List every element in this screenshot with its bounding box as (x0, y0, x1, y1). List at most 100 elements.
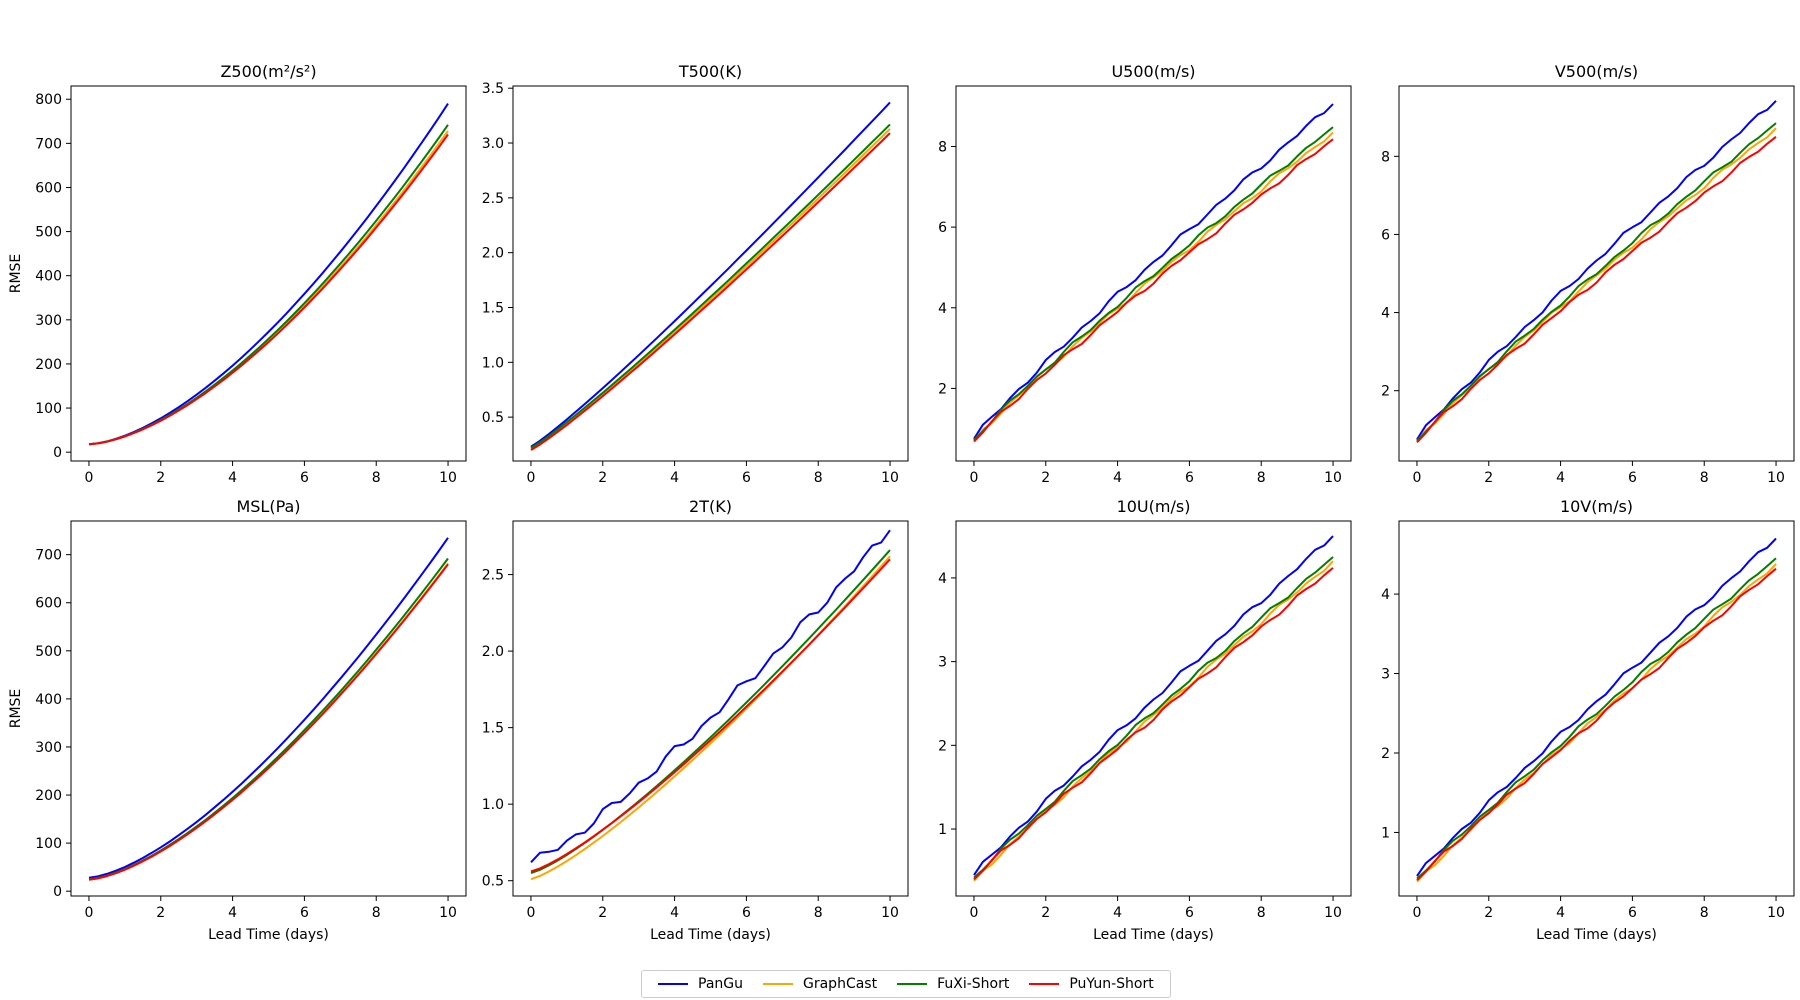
panel-title: V500(m/s) (1555, 62, 1638, 81)
series-line-pangu (530, 101, 891, 448)
x-axis-label: Lead Time (days) (1093, 927, 1214, 943)
x-tick-label: 10 (439, 470, 457, 486)
y-tick-label: 3.5 (482, 81, 504, 97)
panel-title: U500(m/s) (1111, 62, 1195, 81)
panel-msl-pa: MSL(Pa)0 2 4 6 8 100100200300400500600700RMSE… (8, 497, 467, 943)
y-tick-label: 700 (35, 136, 62, 152)
x-tick-label: 8 (1700, 905, 1709, 921)
x-axis-label: Lead Time (days) (1536, 927, 1657, 943)
y-tick-label: 4 (1381, 306, 1390, 322)
x-tick-label: 8 (1257, 905, 1266, 921)
series-line-fuxi-short (530, 549, 891, 874)
x-tick-label: 4 (1113, 470, 1122, 486)
x-tick-label: 6 (1185, 905, 1194, 921)
series-line-fuxi-short (1416, 557, 1777, 880)
series-line-graphcast (530, 128, 891, 450)
series-line-pangu (1416, 100, 1777, 441)
y-tick-label: 6 (1381, 227, 1390, 243)
x-tick-label: 0 (969, 470, 978, 486)
panel-title: MSL(Pa) (236, 497, 300, 516)
series-line-pangu (88, 103, 449, 446)
x-tick-label: 8 (1257, 470, 1266, 486)
plot-area-frame (955, 520, 1352, 897)
x-tick-label: 2 (598, 470, 607, 486)
x-tick-label: 0 (526, 905, 535, 921)
plot-area-frame (1398, 520, 1795, 897)
y-tick-label: 3.0 (482, 136, 504, 152)
x-tick-label: 0 (84, 905, 93, 921)
legend-swatch-pangu (658, 983, 688, 985)
y-tick-label: 0.5 (482, 874, 504, 890)
x-tick-label: 6 (300, 905, 309, 921)
y-tick-label: 600 (35, 180, 62, 196)
x-tick-label: 10 (1324, 905, 1342, 921)
x-tick-label: 10 (881, 470, 899, 486)
series-line-fuxi-short (973, 126, 1334, 441)
y-tick-label: 8 (1381, 149, 1390, 165)
x-tick-label: 6 (1628, 905, 1637, 921)
x-tick-label: 10 (1324, 470, 1342, 486)
panel-title: 10U(m/s) (1117, 497, 1191, 516)
y-axis-label: RMSE (8, 254, 24, 294)
x-tick-label: 0 (969, 905, 978, 921)
x-tick-label: 2 (1041, 905, 1050, 921)
panel-v500-m-s: V500(m/s) 0 2 4 6 8 10 2 4 6 8 (1381, 62, 1795, 486)
panel-title: 2T(K) (689, 497, 732, 516)
legend-item-graphcast: GraphCast (763, 976, 877, 992)
series-line-puyun-short (973, 138, 1334, 443)
x-tick-label: 4 (228, 905, 237, 921)
y-tick-label: 2.5 (482, 191, 504, 207)
series-line-puyun-short (530, 132, 891, 451)
x-tick-label: 2 (1484, 470, 1493, 486)
x-tick-label: 6 (1628, 470, 1637, 486)
y-tick-label: 400 (35, 269, 62, 285)
plot-area-frame (1398, 85, 1795, 462)
series-line-pangu (1416, 537, 1777, 877)
series-line-puyun-short (88, 133, 449, 446)
y-tick-label: 200 (35, 357, 62, 373)
y-tick-label: 2.0 (482, 644, 504, 660)
series-line-puyun-short (1416, 567, 1777, 881)
y-tick-label: 4 (1381, 587, 1390, 603)
x-tick-label: 0 (526, 470, 535, 486)
y-tick-label: 6 (938, 220, 947, 236)
series-line-puyun-short (88, 563, 449, 881)
y-tick-label: 2 (1381, 746, 1390, 762)
panel-z500-m-s: Z500(m²/s²)0 2 4 6 8 100100200300400500600700… (8, 62, 467, 486)
y-tick-label: 4 (938, 571, 947, 587)
x-tick-label: 8 (814, 905, 823, 921)
legend-item-puyun-short: PuYun-Short (1029, 976, 1154, 992)
series-line-pangu (88, 537, 449, 879)
x-tick-label: 8 (1700, 470, 1709, 486)
y-tick-label: 8 (938, 139, 947, 155)
legend-item-fuxi-short: FuXi-Short (897, 976, 1009, 992)
x-tick-label: 10 (881, 905, 899, 921)
y-tick-label: 0 (53, 445, 62, 461)
x-axis-label: Lead Time (days) (208, 927, 329, 943)
x-tick-label: 0 (1412, 470, 1421, 486)
plot-area-frame (955, 85, 1352, 462)
y-tick-label: 200 (35, 788, 62, 804)
x-tick-label: 2 (598, 905, 607, 921)
y-tick-label: 1.5 (482, 300, 504, 316)
x-tick-label: 4 (670, 905, 679, 921)
legend-label-puyun-short: PuYun-Short (1069, 976, 1154, 992)
panel-t500-k: T500(K) 0 2 4 6 8 10 0.5 1.0 1.5 2.0 2.5 3.0 3.5 (482, 62, 909, 486)
series-line-graphcast (88, 130, 449, 446)
y-tick-label: 2.0 (482, 246, 504, 262)
y-tick-label: 2.5 (482, 568, 504, 584)
series-line-fuxi-short (88, 124, 449, 446)
legend: PanGu GraphCast FuXi-Short PuYun-Short (641, 970, 1171, 998)
y-tick-label: 500 (35, 644, 62, 660)
y-tick-label: 1 (1381, 825, 1390, 841)
x-tick-label: 8 (814, 470, 823, 486)
legend-label-fuxi-short: FuXi-Short (937, 976, 1010, 992)
x-tick-label: 6 (300, 470, 309, 486)
series-line-graphcast (973, 131, 1334, 442)
y-tick-label: 500 (35, 225, 62, 241)
x-tick-label: 0 (1412, 905, 1421, 921)
x-tick-label: 10 (439, 905, 457, 921)
y-tick-label: 3 (938, 655, 947, 671)
